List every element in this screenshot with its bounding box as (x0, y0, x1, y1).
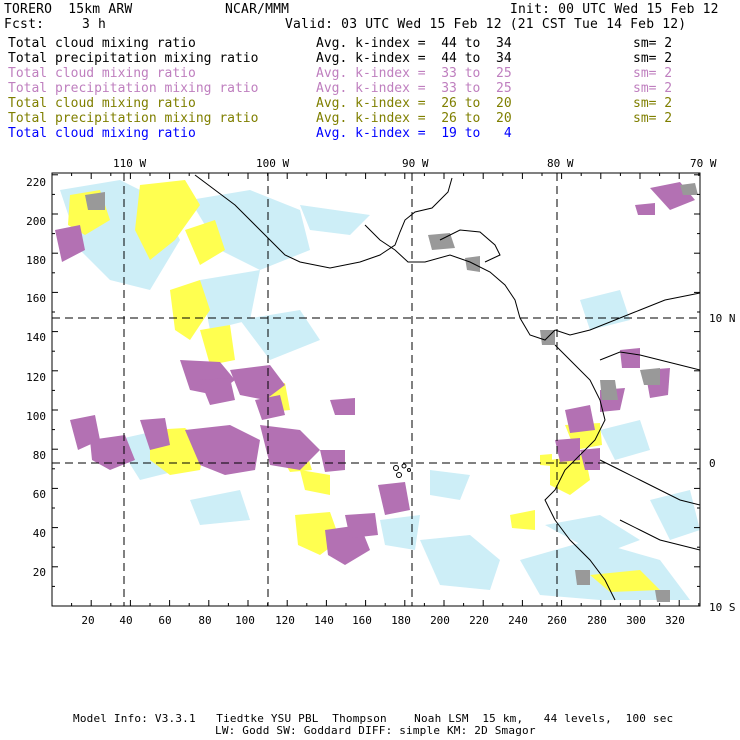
legend-field: Total precipitation mixing ratio (8, 111, 259, 126)
legend-row: Total cloud mixing ratio Avg. k-index = … (0, 36, 740, 51)
coastline (194, 174, 700, 601)
x-tick-label: 320 (665, 614, 685, 627)
legend-kindex: Avg. k-index = 26 to 20 (316, 111, 512, 126)
y-tick-label: 20 (33, 566, 46, 579)
x-tick-label: 40 (119, 614, 132, 627)
x-tick-label: 280 (587, 614, 607, 627)
x-tick-label: 300 (626, 614, 646, 627)
footer-physics-info: LW: Godd SW: Goddard DIFF: simple KM: 2D… (215, 724, 536, 737)
fcst-value: 3 h (82, 17, 107, 32)
y-tick-label: 220 (26, 176, 46, 189)
y-tick-label: 80 (33, 449, 46, 462)
legend-field: Total cloud mixing ratio (8, 96, 196, 111)
legend-row: Total precipitation mixing ratio Avg. k-… (0, 51, 740, 66)
y-tick-label: 180 (26, 254, 46, 267)
x-tick-labels: 20 40 60 80 100 120 140 160 180 200 220 … (81, 614, 685, 627)
fcst-label: Fcst: (4, 17, 45, 32)
x-tick-label: 20 (81, 614, 94, 627)
legend-kindex: Avg. k-index = 19 to 4 (316, 126, 512, 141)
legend-row: Total precipitation mixing ratio Avg. k-… (0, 111, 740, 126)
lat-label: 10 N (709, 312, 736, 325)
legend-row: Total cloud mixing ratio Avg. k-index = … (0, 66, 740, 81)
y-tick-label: 160 (26, 292, 46, 305)
latlon-grid (52, 173, 700, 606)
field-gray (85, 183, 698, 602)
legend-field: Total cloud mixing ratio (8, 126, 196, 141)
legend-kindex: Avg. k-index = 33 to 25 (316, 66, 512, 81)
init-time: Init: 00 UTC Wed 15 Feb 12 (510, 2, 719, 17)
x-tick-label: 120 (275, 614, 295, 627)
x-tick-label: 220 (469, 614, 489, 627)
legend-sm: sm= 2 (633, 66, 673, 81)
y-tick-label: 100 (26, 410, 46, 423)
islands (393, 463, 411, 478)
legend-row: Total precipitation mixing ratio Avg. k-… (0, 81, 740, 96)
lon-label: 70 W (690, 157, 717, 170)
x-tick-label: 260 (547, 614, 567, 627)
legend-sm: sm= 2 (633, 51, 673, 66)
x-tick-label: 140 (314, 614, 334, 627)
valid-time: Valid: 03 UTC Wed 15 Feb 12 (21 CST Tue … (285, 17, 687, 32)
y-tick-labels: 220 200 180 160 140 120 100 80 60 40 20 (26, 176, 46, 579)
lon-label: 100 W (256, 157, 289, 170)
legend-field: Total precipitation mixing ratio (8, 51, 259, 66)
x-tick-label: 100 (235, 614, 255, 627)
legend-field: Total cloud mixing ratio (8, 36, 196, 51)
y-tick-label: 200 (26, 215, 46, 228)
center-name: NCAR/MMM (225, 2, 290, 17)
x-tick-label: 160 (352, 614, 372, 627)
legend-sm: sm= 2 (633, 81, 673, 96)
legend-kindex: Avg. k-index = 44 to 34 (316, 51, 512, 66)
x-tick-label: 240 (508, 614, 528, 627)
legend-row: Total cloud mixing ratio Avg. k-index = … (0, 96, 740, 111)
legend-kindex: Avg. k-index = 26 to 20 (316, 96, 512, 111)
lat-label: 10 S (709, 601, 736, 614)
x-tick-label: 200 (430, 614, 450, 627)
y-tick-label: 60 (33, 488, 46, 501)
legend-field: Total precipitation mixing ratio (8, 81, 259, 96)
y-tick-label: 120 (26, 371, 46, 384)
legend-sm: sm= 2 (633, 36, 673, 51)
legend-sm: sm= 2 (633, 111, 673, 126)
x-tick-label: 80 (198, 614, 211, 627)
y-tick-label: 140 (26, 331, 46, 344)
lon-label: 80 W (547, 157, 574, 170)
footer-model-info: Model Info: V3.3.1 Tiedtke YSU PBL Thomp… (73, 712, 674, 725)
lat-label: 0 (709, 457, 716, 470)
legend-sm: sm= 2 (633, 96, 673, 111)
lon-label: 110 W (113, 157, 146, 170)
map-frame (51, 172, 701, 607)
axis-ticks (51, 173, 700, 607)
x-tick-label: 60 (158, 614, 171, 627)
legend-kindex: Avg. k-index = 33 to 25 (316, 81, 512, 96)
x-tick-label: 180 (391, 614, 411, 627)
legend-kindex: Avg. k-index = 44 to 34 (316, 36, 512, 51)
lon-label: 90 W (402, 157, 429, 170)
legend-row: Total cloud mixing ratio Avg. k-index = … (0, 126, 740, 141)
model-title: TORERO 15km ARW (4, 2, 133, 17)
y-tick-label: 40 (33, 527, 46, 540)
legend-field: Total cloud mixing ratio (8, 66, 196, 81)
map-fields (55, 174, 700, 602)
